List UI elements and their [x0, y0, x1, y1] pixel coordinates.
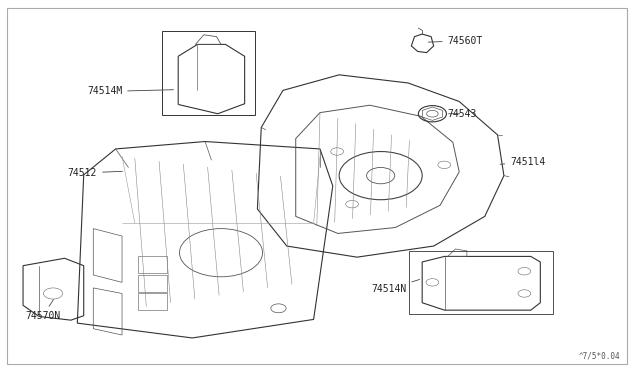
Text: ^7/5*0.04: ^7/5*0.04	[579, 351, 620, 360]
Text: 74514N: 74514N	[371, 279, 420, 294]
Text: 74560T: 74560T	[428, 36, 483, 46]
Text: 74543: 74543	[448, 109, 477, 119]
Text: 7451l4: 7451l4	[500, 157, 545, 167]
Text: 74512: 74512	[68, 168, 122, 178]
Text: 74514M: 74514M	[87, 87, 173, 96]
Text: 74570N: 74570N	[25, 299, 60, 321]
